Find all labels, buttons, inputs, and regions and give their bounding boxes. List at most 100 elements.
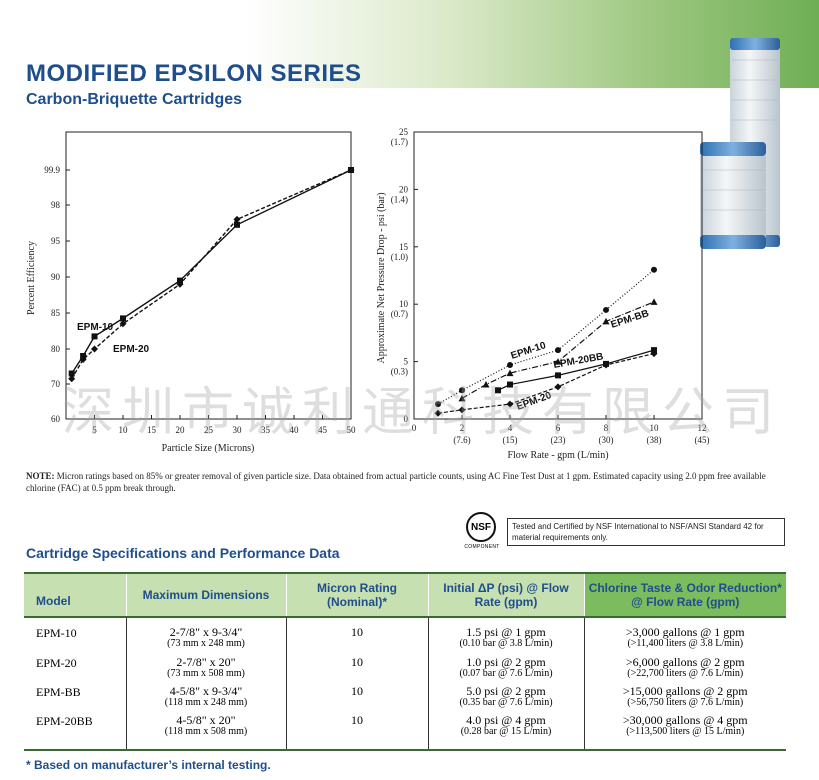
spec-micron-cell: 10	[285, 654, 428, 683]
pressure-point-epm-20	[506, 400, 514, 408]
spec-pressure-metric: (0.35 bar @ 7.6 L/min)	[459, 697, 553, 708]
note-paragraph: NOTE: Micron ratings based on 85% or gre…	[26, 470, 796, 494]
spec-dimensions-cell: 2-7/8" x 20" (73 mm x 508 mm)	[125, 654, 286, 683]
pressure-point-epm-20bb	[555, 372, 561, 379]
note-text: Micron ratings based on 85% or greater r…	[26, 471, 766, 493]
spec-dimensions-value: 4-5/8" x 9-3/4"	[169, 684, 243, 698]
efficiency-x-tick: 30	[233, 425, 243, 435]
spec-chlorine-cell: >6,000 gallons @ 2 gpm (>22,700 liters @ …	[583, 654, 786, 683]
col-header-micron: Micron Rating (Nominal)*	[285, 572, 428, 618]
efficiency-x-tick: 20	[176, 425, 186, 435]
efficiency-y-tick: 90	[51, 272, 61, 282]
spec-model-value: EPM-20	[36, 656, 77, 670]
nsf-mark: NSF	[466, 512, 496, 542]
pressure-y-tick: 10	[399, 299, 409, 309]
efficiency-y-tick: 85	[51, 308, 61, 318]
pressure-point-epm-10	[651, 266, 657, 273]
pressure-x-tick: 2	[460, 423, 465, 433]
spec-pressure-cell: 4.0 psi @ 4 gpm (0.28 bar @ 15 L/min)	[427, 712, 584, 751]
pressure-y-tick-bar: (1.7)	[391, 137, 408, 147]
spec-dimensions-metric: (118 mm x 508 mm)	[164, 726, 248, 737]
efficiency-label-epm20: EPM-20	[113, 344, 150, 355]
efficiency-chart-ylabel: Percent Efficiency	[26, 241, 37, 315]
efficiency-point-epm-20	[176, 280, 184, 288]
spec-pressure-cell: 1.0 psi @ 2 gpm (0.07 bar @ 7.6 L/min)	[427, 654, 584, 683]
spec-model-value: EPM-BB	[36, 685, 81, 699]
note-label: NOTE:	[26, 471, 55, 481]
pressure-x-tick: 12	[698, 423, 707, 433]
efficiency-y-tick: 80	[51, 344, 61, 354]
spec-chlorine-metric: (>113,500 liters @ 15 L/min)	[626, 726, 745, 737]
pressure-x-tick: 8	[604, 423, 609, 433]
pressure-point-epm-20bb	[507, 381, 513, 388]
efficiency-point-epm-20	[91, 345, 98, 353]
efficiency-point-epm-10	[68, 370, 75, 377]
efficiency-chart-xlabel: Particle Size (Microns)	[162, 443, 255, 454]
pressure-y-tick-bar: (0.7)	[391, 309, 408, 319]
col-header-dimensions: Maximum Dimensions	[125, 572, 286, 618]
spec-model-cell: EPM-10	[24, 617, 126, 654]
pressure-point-epm-10	[435, 401, 441, 408]
efficiency-point-epm-20	[79, 356, 87, 363]
pressure-point-epm-20	[554, 383, 562, 391]
pressure-y-tick: 0	[404, 414, 409, 424]
pressure-series-line-epm-20	[437, 352, 655, 414]
pressure-y-tick-bar: (1.4)	[391, 194, 408, 204]
nsf-certification-box: Tested and Certified by NSF Internationa…	[507, 518, 785, 546]
efficiency-x-tick: 50	[347, 425, 357, 435]
spec-table-row: EPM-BB 4-5/8" x 9-3/4" (118 mm x 248 mm) 10…	[24, 683, 786, 712]
spec-chlorine-cell: >15,000 gallons @ 2 gpm (>56,750 liters @…	[583, 683, 786, 712]
efficiency-x-tick: 40	[290, 425, 300, 435]
pressure-point-epm-20	[602, 361, 610, 369]
spec-table-row: EPM-10 2-7/8" x 9-3/4" (73 mm x 248 mm) 10 1…	[24, 617, 786, 654]
spec-model-value: EPM-10	[36, 626, 77, 640]
pressure-chart-ylabel: Approximate Net Pressure Drop - psi (bar…	[376, 192, 387, 363]
pressure-x-tick-lpm: (38)	[647, 435, 662, 445]
efficiency-point-epm-10	[91, 333, 98, 340]
pressure-y-tick: 20	[399, 184, 409, 194]
efficiency-y-tick: 99.9	[44, 165, 60, 175]
efficiency-point-epm-20	[233, 215, 241, 223]
pressure-label-epm20bb: EPM-20BB	[553, 351, 605, 371]
efficiency-point-epm-10	[120, 315, 126, 322]
pressure-point-epm-10	[507, 362, 513, 369]
efficiency-x-tick: 5	[92, 425, 97, 435]
spec-chlorine-metric: (>22,700 liters @ 7.6 L/min)	[627, 668, 744, 679]
spec-dimensions-metric: (118 mm x 248 mm)	[164, 697, 248, 708]
pressure-point-epm-10	[555, 347, 561, 354]
footnote: * Based on manufacturer’s internal testi…	[26, 758, 271, 772]
col-header-pressure: Initial ΔP (psi) @ Flow Rate (gpm)	[427, 572, 584, 618]
spec-chlorine-cell: >30,000 gallons @ 4 gpm (>113,500 liters …	[583, 712, 786, 751]
pressure-x-tick: 6	[556, 423, 561, 433]
spec-table: Model Maximum Dimensions Micron Rating (…	[24, 572, 786, 751]
pressure-y-tick-bar: (0.3)	[391, 367, 408, 377]
nsf-component-label: COMPONENT	[464, 544, 500, 550]
efficiency-y-tick: 70	[51, 379, 61, 389]
spec-micron-value: 10	[351, 713, 363, 727]
page-subtitle: Carbon-Briquette Cartridges	[26, 91, 243, 108]
spec-micron-value: 10	[351, 655, 363, 669]
page-title: MODIFIED EPSILON SERIES	[26, 60, 362, 87]
col-header-chlorine: Chlorine Taste & Odor Reduction* @ Flow …	[583, 572, 786, 618]
pressure-point-epm-bb	[650, 298, 658, 305]
spec-dimensions-value: 4-5/8" x 20"	[176, 713, 236, 727]
spec-chlorine-value: >30,000 gallons @ 4 gpm	[622, 713, 748, 727]
header-band	[0, 0, 819, 88]
pressure-y-tick-bar: (1.0)	[391, 252, 408, 262]
spec-pressure-metric: (0.10 bar @ 3.8 L/min)	[459, 638, 553, 649]
spec-table-row: EPM-20 2-7/8" x 20" (73 mm x 508 mm) 10 1.0 …	[24, 654, 786, 683]
spec-model-cell: EPM-20	[24, 654, 126, 683]
pressure-point-epm-20	[434, 409, 442, 417]
spec-header-row: Model Maximum Dimensions Micron Rating (…	[24, 572, 786, 618]
spec-pressure-cell: 5.0 psi @ 2 gpm (0.35 bar @ 7.6 L/min)	[427, 683, 584, 712]
pressure-x-tick-lpm: (45)	[695, 435, 710, 445]
spec-micron-value: 10	[351, 684, 363, 698]
pressure-x-tick: 10	[650, 423, 660, 433]
pressure-label-epm10: EPM-10	[510, 340, 548, 362]
spec-pressure-value: 4.0 psi @ 4 gpm	[466, 713, 546, 727]
spec-dimensions-metric: (73 mm x 508 mm)	[167, 668, 245, 679]
pressure-x-tick: 4	[508, 423, 513, 433]
pressure-chart-xlabel: Flow Rate - gpm (L/min)	[507, 450, 608, 461]
spec-dimensions-value: 2-7/8" x 9-3/4"	[169, 625, 243, 639]
